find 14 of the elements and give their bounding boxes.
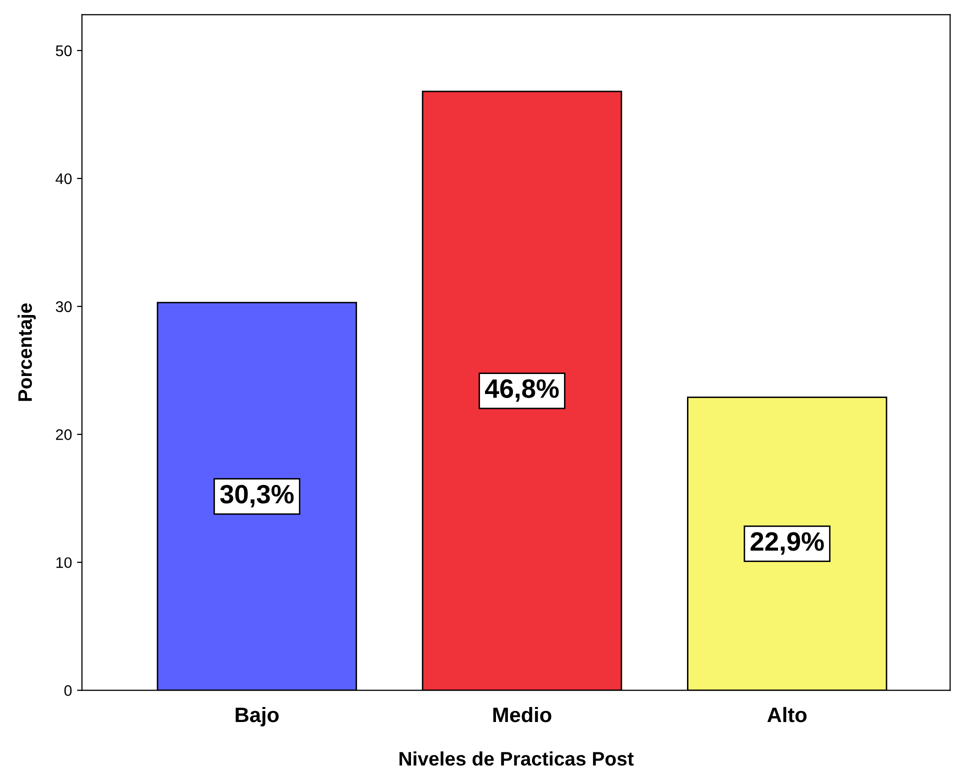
x-tick-label: Medio	[493, 706, 552, 722]
y-tick-label: 20	[56, 429, 72, 440]
y-tick-label: 10	[56, 557, 72, 568]
y-tick-label: 30	[56, 301, 72, 312]
x-tick-label: Alto	[767, 706, 807, 722]
x-tick-label: Bajo	[236, 706, 279, 726]
y-tick-label: 40	[56, 173, 72, 184]
y-tick-label: 50	[56, 45, 72, 56]
data-label: 30,3%	[220, 484, 294, 508]
y-tick-label: 0	[64, 685, 72, 696]
data-label: 22,9%	[750, 532, 824, 555]
y-axis-title: Porcentaje	[18, 303, 36, 401]
data-label: 46,8%	[485, 379, 559, 402]
x-axis-title: Niveles de Practicas Post	[400, 751, 634, 766]
